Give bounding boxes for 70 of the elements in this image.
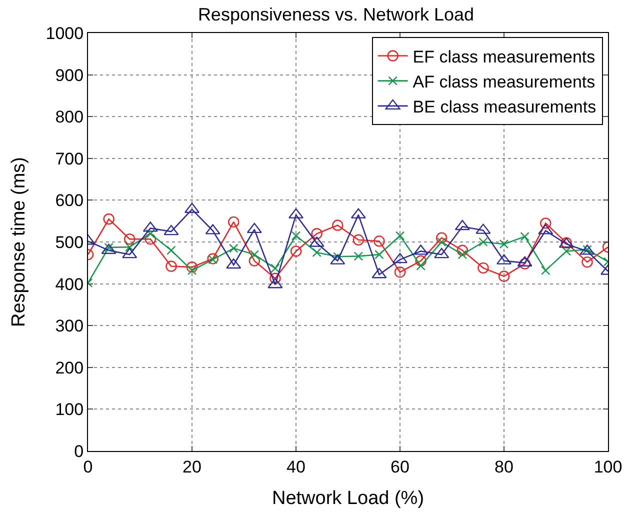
point [311, 228, 322, 240]
point [186, 261, 198, 273]
y-tick-label: 300 [55, 316, 84, 336]
legend-label: BE class measurements [412, 98, 596, 117]
point [478, 262, 489, 274]
y-tick-label: 100 [55, 400, 84, 420]
y-tick-label: 0 [74, 442, 84, 461]
point [519, 258, 530, 270]
y-tick-label: 800 [55, 108, 84, 127]
point [562, 246, 571, 256]
chart-title: Responsiveness vs. Network Load [198, 4, 474, 24]
point [290, 246, 302, 257]
point [436, 232, 448, 244]
point [354, 252, 363, 261]
point [498, 270, 510, 282]
point [374, 250, 384, 260]
point [434, 248, 450, 258]
point [520, 232, 530, 242]
point [541, 266, 550, 276]
point [374, 236, 385, 247]
point [332, 220, 344, 231]
point [187, 266, 197, 276]
x-tick-label: 80 [494, 457, 514, 476]
point [228, 216, 240, 228]
point [125, 242, 134, 252]
legend-label: AF class measurements [412, 72, 596, 92]
x-tick-label: 40 [286, 457, 306, 476]
point [146, 229, 155, 238]
point [164, 224, 179, 236]
legend-label: EF class measurements [412, 47, 596, 66]
point [458, 250, 467, 260]
point [499, 239, 509, 249]
point [540, 218, 552, 229]
x-tick-label: 100 [594, 457, 622, 476]
y-axis-title: Response time (ms) [8, 157, 30, 327]
y-tick-label: 1000 [46, 24, 84, 43]
point [291, 231, 301, 240]
x-tick-label: 20 [182, 457, 202, 476]
point [248, 255, 260, 266]
point [395, 231, 405, 240]
point [166, 260, 177, 272]
y-tick-label: 400 [55, 274, 84, 294]
point [478, 237, 488, 247]
point [226, 258, 242, 269]
point [229, 244, 238, 253]
point [415, 255, 426, 266]
point [456, 244, 468, 256]
point [250, 250, 259, 260]
point [312, 248, 322, 258]
y-tick-label: 200 [55, 358, 84, 378]
point [166, 246, 176, 255]
point [582, 256, 593, 268]
x-axis-title: Network Load (%) [272, 488, 424, 510]
y-tick-label: 600 [55, 191, 84, 210]
point [246, 222, 262, 234]
x-tick-label: 60 [390, 457, 410, 476]
point [103, 213, 114, 225]
point [144, 233, 156, 245]
point [437, 237, 446, 247]
point [416, 261, 426, 270]
point [352, 234, 364, 246]
point [122, 248, 138, 258]
point [270, 264, 280, 273]
point [394, 266, 406, 278]
point [454, 220, 470, 230]
y-tick-label: 900 [55, 66, 84, 85]
y-tick-label: 700 [55, 149, 84, 168]
point [124, 233, 136, 245]
y-tick-label: 500 [55, 232, 84, 252]
point [270, 272, 281, 284]
